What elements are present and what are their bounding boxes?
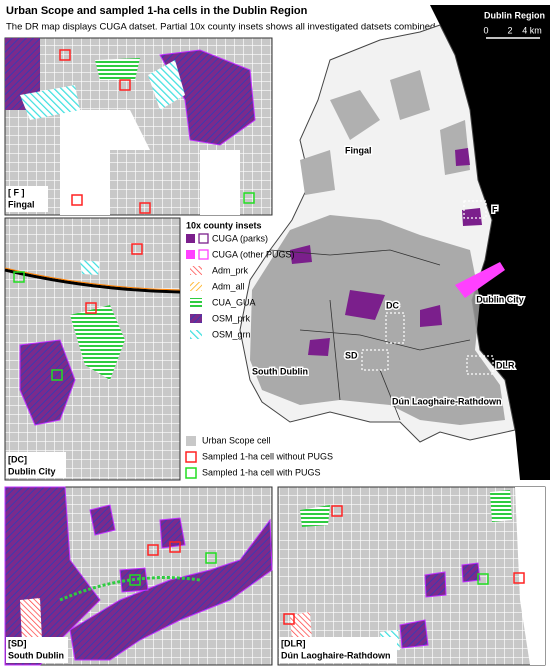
inset-marker-box: [463, 200, 487, 219]
inset-name: Dublin City: [8, 466, 56, 476]
inset-marker: DLR: [496, 360, 515, 370]
sea: [430, 5, 550, 480]
cuga-other: [455, 262, 505, 298]
region-label: Dún Laoghaire-Rathdown: [392, 396, 502, 406]
inset-marker: SD: [345, 350, 358, 360]
legend-label: Adm_all: [212, 281, 245, 291]
inset-south-dublin: [SD] South Dublin: [4, 486, 273, 666]
inset-marker: DC: [386, 300, 399, 310]
inset-marker-box: [361, 349, 389, 371]
scale-label: 0: [483, 25, 488, 35]
title: Urban Scope and sampled 1-ha cells in th…: [6, 5, 308, 17]
legend-label: Sampled 1-ha cell with PUGS: [202, 467, 321, 477]
legend-label: Adm_prk: [212, 265, 249, 275]
region-label: Fingal: [345, 145, 372, 155]
region-label: Dublin City: [476, 294, 524, 304]
inset-code: [SD]: [8, 638, 27, 648]
inset-dlr: [DLR] Dún Laoghaire-Rathdown: [277, 486, 546, 666]
inset-name: Dún Laoghaire-Rathdown: [281, 650, 391, 660]
legend-label: CUGA (parks): [212, 233, 268, 243]
urban-area: [250, 215, 505, 425]
legend-label: Sampled 1-ha cell without PUGS: [202, 451, 333, 461]
legend: 10x county insets CUGA (parks) CUGA (oth…: [185, 220, 333, 479]
legend-label: Urban Scope cell: [202, 435, 271, 445]
map-title: Dublin Region: [484, 10, 545, 20]
inset-code: [DC]: [8, 454, 27, 464]
legend-label: CUA_GUA: [212, 297, 256, 307]
scale-label: 2: [507, 25, 512, 35]
legend-label: OSM_prk: [212, 313, 251, 323]
legend-label: CUGA (other PUGS): [212, 249, 295, 259]
urban-area: [300, 70, 470, 195]
scale-label: 4 km: [522, 25, 542, 35]
inset-marker-box: [466, 355, 494, 375]
inset-dublin-city: [DC] Dublin City: [4, 217, 181, 481]
region-label: South Dublin: [252, 366, 308, 376]
inset-name: South Dublin: [8, 650, 64, 660]
inset-name: Fingal: [8, 199, 35, 209]
inset-marker-box: [385, 312, 405, 344]
subtitle: The DR map displays CUGA datset. Partial…: [6, 22, 435, 33]
inset-fingal: [ F ] Fingal: [4, 37, 273, 216]
inset-code: [DLR]: [281, 638, 306, 648]
legend-label: OSM_grn: [212, 329, 251, 339]
inset-code: [ F ]: [8, 187, 25, 197]
legend-title: 10x county insets: [186, 220, 262, 230]
inset-marker: F: [492, 204, 498, 214]
main-map: F DC SD DLR Fingal Dublin City South Dub…: [239, 5, 550, 480]
